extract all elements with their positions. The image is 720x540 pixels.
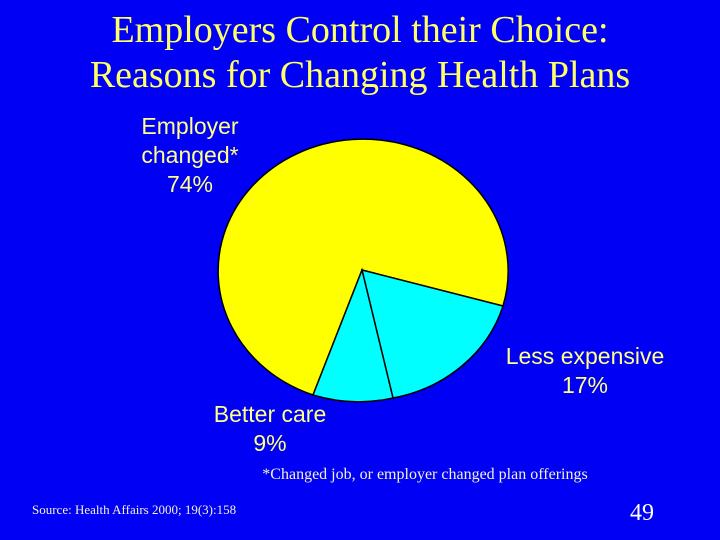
slice-better-care bbox=[312, 267, 394, 403]
title-line-2: Reasons for Changing Health Plans bbox=[89, 54, 631, 96]
label-employer-value: 74% bbox=[166, 171, 214, 197]
source-citation: Source: Health Affairs 2000; 19(3):158 bbox=[32, 502, 237, 517]
label-less-expensive: Less expensive 17% bbox=[480, 342, 690, 400]
label-better-care: Better care 9% bbox=[180, 400, 360, 458]
label-employer-line2: changed* bbox=[141, 142, 239, 168]
label-employer-changed: Employer changed* 74% bbox=[110, 112, 270, 199]
page-number: 49 bbox=[630, 500, 654, 526]
label-employer-line1: Employer bbox=[141, 113, 239, 139]
label-care-line1: Better care bbox=[213, 401, 327, 427]
label-expensive-value: 17% bbox=[561, 372, 609, 398]
slide-title: Employers Control their Choice: Reasons … bbox=[0, 8, 720, 98]
label-care-value: 9% bbox=[253, 430, 287, 456]
title-line-1: Employers Control their Choice: bbox=[111, 9, 609, 51]
footnote: *Changed job, or employer changed plan o… bbox=[262, 466, 588, 483]
slice-less-expensive bbox=[360, 268, 504, 399]
slice-employer-changed bbox=[217, 138, 509, 396]
label-expensive-line1: Less expensive bbox=[505, 343, 665, 369]
